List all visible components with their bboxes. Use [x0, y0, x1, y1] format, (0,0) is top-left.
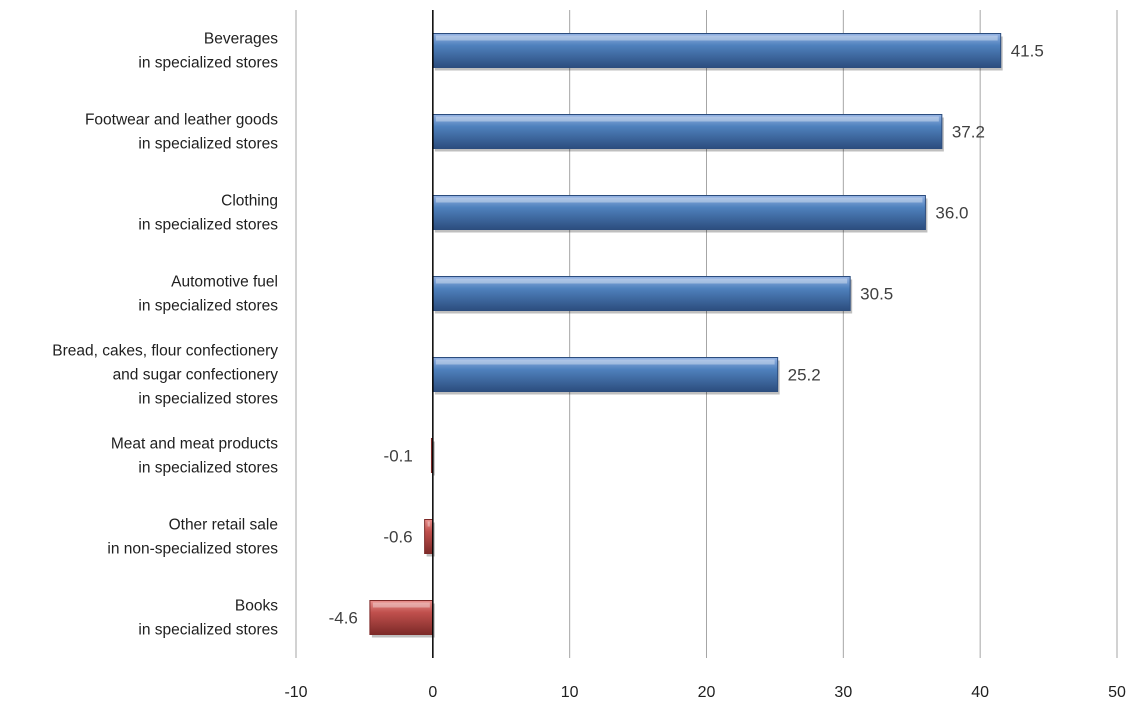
category-label: Other retail sale in non-specialized stor…	[107, 517, 278, 558]
bar	[432, 33, 1002, 68]
grid	[295, 10, 1118, 658]
category-label: Footwear and leather goods in specialized…	[85, 112, 278, 153]
data-label: 36.0	[935, 204, 968, 223]
bar-highlight	[427, 521, 430, 527]
bar	[432, 276, 851, 311]
category-label-line: in specialized stores	[138, 217, 278, 234]
data-label: -0.6	[383, 528, 412, 547]
category-label-line: Clothing	[221, 193, 278, 210]
category-label-line: in non-specialized stores	[107, 541, 278, 558]
labels: -10 0 10 20 30 40 50 41.5 Beverages in specialize…	[52, 31, 1126, 702]
category-label: Beverages in specialized stores	[138, 31, 278, 72]
data-label: -4.6	[329, 609, 358, 628]
category-label: Meat and meat products in specialized sto…	[111, 436, 278, 477]
category-label-line: Other retail sale	[169, 517, 278, 534]
category-label-line: in specialized stores	[138, 391, 278, 408]
category-label-line: in specialized stores	[138, 136, 278, 153]
category-label: Clothing in specialized stores	[138, 193, 278, 234]
bar-group	[369, 600, 435, 638]
x-tick-label: 0	[428, 684, 437, 701]
category-label-line: Footwear and leather goods	[85, 112, 278, 129]
category-label-line: in specialized stores	[138, 55, 278, 72]
category-label-line: Meat and meat products	[111, 436, 278, 453]
bar-highlight	[435, 35, 998, 41]
category-label-line: in specialized stores	[138, 622, 278, 639]
bar-highlight	[435, 197, 923, 203]
category-label-line: and sugar confectionery	[113, 367, 279, 384]
bar-highlight	[435, 359, 775, 365]
x-tick-label: 30	[834, 684, 852, 701]
x-tick-label: 10	[561, 684, 579, 701]
category-label-line: in specialized stores	[138, 460, 278, 477]
bar-group	[432, 114, 944, 152]
x-tick-label: -10	[284, 684, 307, 701]
category-label: Bread, cakes, flour confectionery and sug…	[52, 343, 278, 408]
bar-highlight	[435, 116, 939, 122]
data-label: -0.1	[384, 447, 413, 466]
data-label: 25.2	[788, 366, 821, 385]
category-label-line: Beverages	[204, 31, 278, 48]
bar-shadow	[433, 441, 435, 476]
category-label-line: in specialized stores	[138, 298, 278, 315]
x-tick-label: 50	[1108, 684, 1126, 701]
bar	[369, 600, 434, 635]
bar-highlight	[372, 602, 430, 608]
bar	[432, 357, 779, 392]
bar-group	[432, 357, 780, 395]
data-label: 37.2	[952, 123, 985, 142]
x-tick-label: 20	[698, 684, 716, 701]
bar	[432, 195, 926, 230]
bars	[369, 33, 1003, 638]
bar-group	[432, 195, 928, 233]
x-tick-label: 40	[971, 684, 989, 701]
bar-highlight	[435, 278, 848, 284]
category-label-line: Books	[235, 598, 278, 615]
category-label: Books in specialized stores	[138, 598, 278, 639]
data-label: 41.5	[1011, 42, 1044, 61]
bar	[432, 114, 943, 149]
bar-group	[432, 33, 1003, 71]
category-label-line: Bread, cakes, flour confectionery	[52, 343, 278, 360]
category-label-line: Automotive fuel	[171, 274, 278, 291]
category-label: Automotive fuel in specialized stores	[138, 274, 278, 315]
bar-group	[432, 276, 853, 314]
data-label: 30.5	[860, 285, 893, 304]
